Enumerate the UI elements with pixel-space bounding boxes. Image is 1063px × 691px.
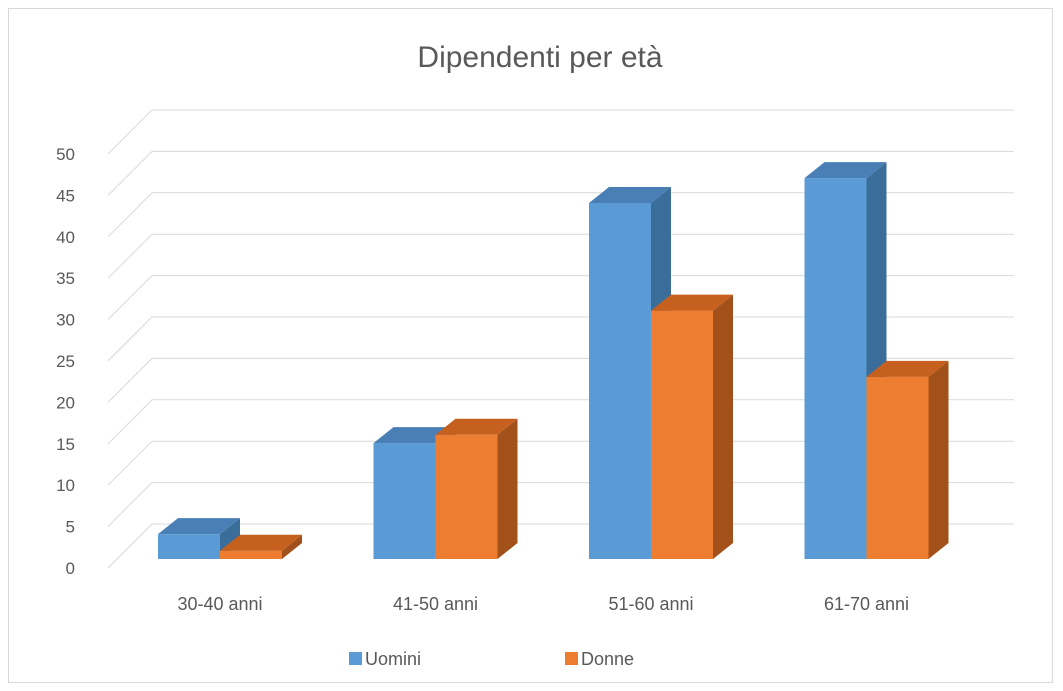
bar-front: [158, 534, 220, 559]
y-tick-label: 40: [56, 228, 75, 247]
legend-label: Uomini: [365, 649, 421, 669]
y-axis-ticks: 0 5 10 15 20 25 30 35 40 45 50: [56, 145, 75, 578]
x-category-label: 61-70 anni: [824, 594, 909, 614]
legend-label: Donne: [581, 649, 634, 669]
x-category-label: 41-50 anni: [393, 594, 478, 614]
gridline: [107, 109, 1014, 155]
bar-top: [220, 534, 302, 551]
bar-front: [804, 178, 867, 559]
y-tick-label: 10: [56, 476, 75, 495]
bar-top: [651, 294, 733, 311]
bar-front: [435, 434, 498, 559]
y-tick-label: 0: [66, 559, 75, 578]
legend-swatch: [349, 652, 362, 665]
y-tick-label: 15: [56, 435, 75, 454]
gridline: [107, 150, 1014, 196]
y-tick-label: 25: [56, 352, 75, 371]
bar: [651, 294, 733, 559]
bar-top: [158, 518, 240, 535]
x-category-label: 51-60 anni: [608, 594, 693, 614]
bar-side: [497, 418, 518, 559]
bar-top: [373, 427, 456, 444]
bar: [158, 518, 240, 559]
bars: [158, 162, 949, 559]
chart-title: Dipendenti per età: [417, 41, 662, 74]
legend-swatch: [565, 652, 578, 665]
bar-front: [589, 202, 651, 559]
x-axis-categories: 30-40 anni 41-50 anni 51-60 anni 61-70 anni: [177, 594, 909, 614]
bar-front: [651, 310, 713, 559]
bar-top: [804, 162, 887, 179]
gridline: [107, 192, 1014, 238]
y-tick-label: 45: [56, 186, 75, 205]
x-category-label: 30-40 anni: [177, 594, 262, 614]
bar-front: [220, 550, 282, 559]
legend: Uomini Donne: [349, 649, 634, 669]
bar-top: [866, 360, 949, 377]
bar-side: [713, 294, 733, 559]
bar-top: [435, 418, 518, 435]
bar-front: [866, 376, 929, 559]
y-tick-label: 20: [56, 393, 75, 412]
bar: [435, 418, 518, 559]
y-tick-label: 50: [56, 145, 75, 164]
bar: [866, 360, 949, 559]
bar-side: [282, 534, 302, 559]
bar: [220, 534, 302, 559]
bar-side: [928, 360, 949, 559]
y-tick-label: 35: [56, 269, 75, 288]
bar-front: [373, 443, 436, 559]
bar: [373, 427, 456, 559]
bar-top: [589, 186, 671, 203]
gridline: [107, 275, 1014, 320]
gridline: [107, 233, 1014, 279]
y-tick-label: 30: [56, 311, 75, 330]
y-tick-label: 5: [66, 518, 75, 537]
